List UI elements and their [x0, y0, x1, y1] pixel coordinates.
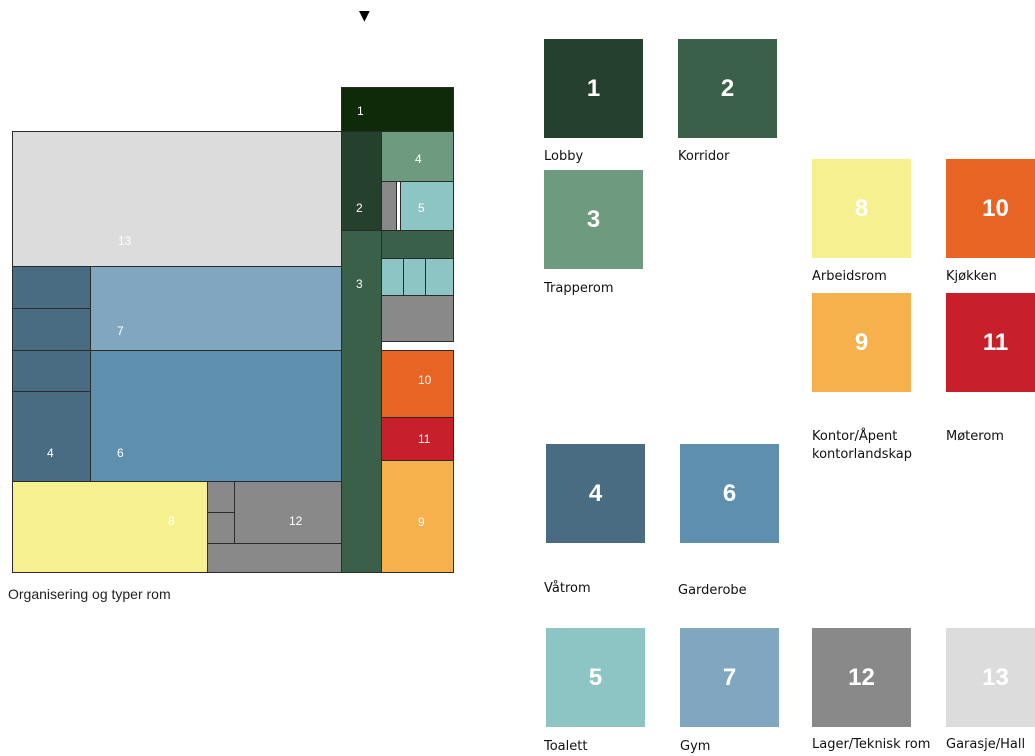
- room-stairwell: 3: [341, 230, 382, 573]
- room-label-wet-top: 4: [415, 152, 422, 166]
- room-kitchen: 10: [381, 350, 454, 418]
- legend-swatch-cloak: 6: [680, 444, 779, 543]
- legend-swatch-meeting: 11: [946, 293, 1035, 392]
- room-cloakroom: 6: [90, 350, 342, 482]
- room-label-gym: 7: [117, 324, 124, 338]
- room-label-stairwell: 3: [356, 277, 363, 291]
- legend-swatch-corridor: 2: [678, 39, 777, 138]
- room-toilet: [425, 258, 454, 296]
- plan-caption: Organisering og typer rom: [8, 586, 171, 602]
- room-storage: [381, 295, 454, 342]
- legend-swatch-office: 9: [812, 293, 911, 392]
- room-label-kitchen: 10: [418, 373, 432, 387]
- room-label-corridor: 2: [356, 201, 363, 215]
- room-wet: [12, 308, 91, 351]
- legend-label-lobby: Lobby: [544, 149, 584, 164]
- legend-label-toilet: Toalett: [544, 739, 588, 754]
- legend-label-work: Arbeidsrom: [812, 269, 887, 284]
- legend-swatch-stair: 3: [544, 170, 643, 269]
- room-label-toilet: 5: [418, 201, 425, 215]
- room-corridor: 2: [341, 131, 382, 231]
- room-storage: [207, 481, 235, 513]
- legend-swatch-lobby: 1: [544, 39, 643, 138]
- room-label-work: 8: [168, 514, 175, 528]
- room-label-garage: 13: [118, 234, 132, 248]
- legend-label-storage: Lager/Teknisk rom: [812, 737, 931, 752]
- legend-swatch-work: 8: [812, 159, 911, 258]
- room-stairwell: [381, 230, 454, 259]
- legend-swatch-garage: 13: [946, 628, 1035, 727]
- legend-label-meeting: Møterom: [946, 429, 1004, 444]
- room-label-meeting: 11: [418, 432, 431, 446]
- legend-label-gym: Gym: [680, 739, 711, 754]
- floor-plan: 13 4 7 6 8 12 1 2 4 5 3: [0, 0, 460, 580]
- legend-swatch-toilet: 5: [546, 628, 645, 727]
- legend-label-kitchen: Kjøkken: [946, 269, 997, 284]
- legend-label-garage: Garasje/Hall: [946, 737, 1026, 752]
- room-garage: 13: [12, 131, 342, 267]
- legend-swatch-gym: 7: [680, 628, 779, 727]
- room-label-office: 9: [418, 515, 425, 529]
- legend-swatch-wet: 4: [546, 444, 645, 543]
- room-gym: 7: [90, 266, 342, 351]
- room-label-cloakroom: 6: [117, 446, 124, 460]
- legend-swatch-storage: 12: [812, 628, 911, 727]
- legend-label-cloak: Garderobe: [678, 583, 747, 598]
- legend-label-stair: Trapperom: [544, 281, 614, 296]
- north-arrow-icon: ▼: [359, 8, 370, 24]
- room-label-storage: 12: [289, 514, 303, 528]
- room-office: 9: [381, 460, 454, 573]
- room-label-wet: 4: [47, 446, 54, 460]
- room-lobby: 1: [341, 87, 454, 132]
- legend-label-office: Kontor/Åpent kontorlandskap: [812, 429, 913, 462]
- room-work: 8: [12, 481, 208, 573]
- legend-label-wet: Våtrom: [544, 581, 591, 596]
- legend-swatch-kitchen: 10: [946, 159, 1035, 258]
- room-label-lobby: 1: [357, 104, 364, 118]
- legend-label-corridor: Korridor: [678, 149, 730, 164]
- room-wet: [12, 350, 91, 392]
